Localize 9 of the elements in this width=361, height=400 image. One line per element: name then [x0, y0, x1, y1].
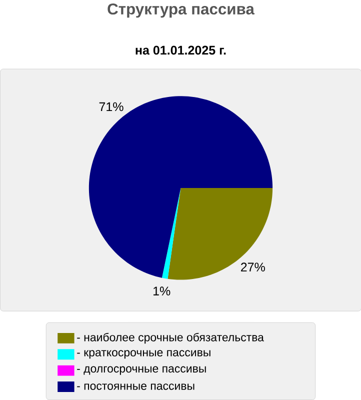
chart-subtitle: на 01.01.2025 г. [136, 46, 226, 55]
legend-label: - постоянные пассивы [76, 384, 194, 390]
legend-label: - краткосрочные пассивы [76, 350, 210, 359]
data-label: 27% [240, 262, 265, 272]
data-label: 1% [153, 286, 170, 296]
legend-label: - наиболее срочные обязательства [76, 332, 264, 344]
chart-title: Структура пассива [107, 3, 254, 18]
data-label: 71% [99, 102, 124, 112]
legend-label: - долгосрочные пассивы [76, 366, 206, 375]
